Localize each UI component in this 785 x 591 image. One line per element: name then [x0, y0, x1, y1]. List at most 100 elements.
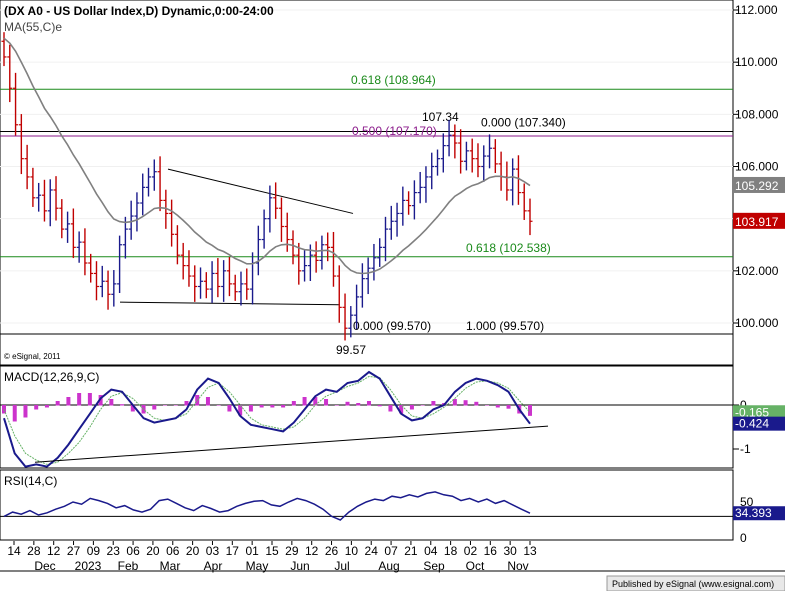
- macd-histogram-bar: [130, 405, 135, 412]
- x-month-label: Apr: [204, 559, 223, 573]
- fibonacci-lines: 0.618 (108.964) 0.500 (107.170) 0.000 (107…: [0, 73, 733, 357]
- macd-histogram-bar: [334, 405, 339, 406]
- ma-55-line: [3, 37, 531, 275]
- x-tick-label: 03: [206, 544, 220, 558]
- macd-histogram-bar: [302, 397, 307, 406]
- x-tick-label: 20: [146, 544, 160, 558]
- macd-histogram-bar: [431, 401, 436, 406]
- macd-histogram-bar: [495, 405, 500, 408]
- ma-last-value-label: 105.292: [735, 179, 779, 193]
- x-tick-label: 12: [305, 544, 319, 558]
- macd-histogram-bar: [270, 405, 275, 408]
- macd-panel-frame: [0, 365, 734, 469]
- x-tick-label: 14: [7, 544, 21, 558]
- price-gridlines: [0, 9, 733, 324]
- macd-histogram-bar: [109, 399, 114, 406]
- x-tick-label: 12: [47, 544, 61, 558]
- macd-histogram-bar: [474, 401, 479, 406]
- macd-signal-last-label: -0.165: [735, 405, 769, 419]
- x-tick-label: 26: [325, 544, 339, 558]
- trend-lines: [119, 168, 354, 306]
- x-month-label: 2023: [75, 559, 102, 573]
- macd-title: MACD(12,26,9,C): [4, 370, 99, 384]
- macd-histogram-bar: [377, 405, 382, 407]
- fib-label-0500: 0.500 (107.170): [352, 124, 437, 138]
- x-tick-label: 28: [27, 544, 41, 558]
- price-bars: [1, 32, 533, 341]
- macd-histogram-bar: [452, 399, 457, 406]
- macd-histogram-bar: [485, 405, 490, 406]
- macd-histogram-bar: [345, 401, 350, 406]
- rsi-plot: 50 0 34.393: [0, 491, 785, 545]
- x-month-label: Feb: [118, 559, 139, 573]
- fib-label-0618-lower: 0.618 (102.538): [466, 241, 551, 255]
- y-tick-label: 100.000: [735, 316, 779, 330]
- x-tick-label: 09: [87, 544, 101, 558]
- macd-histogram-bar: [528, 405, 532, 416]
- publisher-text: Published by eSignal (www.esignal.com): [612, 579, 774, 589]
- price-y-axis: 100.000102.000104.000106.000108.000110.0…: [733, 3, 785, 330]
- y-tick-label: 108.000: [735, 107, 779, 121]
- x-tick-label: 17: [226, 544, 240, 558]
- peak-label: 107.34: [422, 110, 459, 124]
- x-tick-label: 24: [365, 544, 379, 558]
- macd-histogram-bar: [248, 405, 253, 412]
- macd-histogram-bar: [163, 405, 168, 406]
- trough-label: 99.57: [336, 343, 366, 357]
- macd-signal-last-box: [733, 405, 785, 420]
- macd-histogram-bar: [291, 401, 296, 406]
- fib-label-0000-top: 0.000 (107.340): [481, 116, 566, 130]
- x-month-label: Mar: [160, 559, 181, 573]
- macd-histogram-bar: [120, 404, 125, 406]
- chart-title: (DX A0 - US Dollar Index,D) Dynamic,0:00…: [4, 4, 274, 18]
- x-month-label: Jul: [334, 559, 349, 573]
- macd-histogram-bar: [77, 393, 82, 406]
- macd-histogram-bar: [12, 405, 17, 422]
- x-tick-label: 01: [245, 544, 259, 558]
- fib-label-0618-upper: 0.618 (108.964): [351, 73, 436, 87]
- fib-label-0000-bottom: 0.000 (99.570): [353, 319, 431, 333]
- x-tick-label: 20: [186, 544, 200, 558]
- x-month-label: Jun: [290, 559, 309, 573]
- macd-y-tick-label: 0: [740, 398, 747, 412]
- macd-histogram-bar: [216, 405, 221, 406]
- macd-histogram-bar: [409, 405, 414, 410]
- moving-average-line: [3, 37, 531, 275]
- macd-histogram-bar: [87, 393, 92, 406]
- x-tick-label: 18: [444, 544, 458, 558]
- ma-legend: MA(55,C)e: [4, 20, 62, 34]
- macd-histogram-bar: [205, 397, 210, 406]
- price-last-value-box: [733, 212, 785, 229]
- x-tick-label: 30: [503, 544, 517, 558]
- y-tick-label: 106.000: [735, 160, 779, 174]
- x-tick-label: 07: [384, 544, 398, 558]
- ma-last-value-box: [733, 176, 785, 193]
- x-tick-label: 04: [424, 544, 438, 558]
- macd-y-tick-label: -1: [740, 442, 751, 456]
- watermark: © eSignal, 2011: [4, 352, 61, 361]
- price-panel-frame: [0, 0, 734, 366]
- date-x-axis: 14 28 12 27 09 23 06 20 06 20 03 17 01 15 29 12 26 10 24 07…: [7, 541, 537, 573]
- rsi-last-label: 34.393: [735, 506, 772, 520]
- macd-histogram-bar: [506, 405, 511, 409]
- rsi-last-box: [733, 506, 785, 521]
- x-tick-label: 15: [265, 544, 279, 558]
- macd-support-trendline: [34, 425, 549, 463]
- x-month-label: Nov: [507, 559, 528, 573]
- macd-histogram-bar: [98, 395, 103, 406]
- macd-signal-line: [3, 375, 531, 465]
- y-tick-label: 112.000: [735, 3, 778, 17]
- x-tick-label: 10: [345, 544, 359, 558]
- rsi-y-tick-label: 50: [740, 495, 754, 509]
- x-tick-label: 06: [126, 544, 140, 558]
- macd-histogram-bar: [313, 397, 318, 406]
- macd-histogram-bar: [420, 405, 425, 406]
- macd-histogram-bar: [259, 405, 264, 408]
- macd-histogram-bar: [366, 401, 371, 406]
- macd-last-label: -0.424: [735, 417, 769, 431]
- x-month-label: May: [246, 559, 269, 573]
- x-month-label: Aug: [378, 559, 399, 573]
- x-month-label: Dec: [34, 559, 55, 573]
- x-month-label: Sep: [423, 559, 445, 573]
